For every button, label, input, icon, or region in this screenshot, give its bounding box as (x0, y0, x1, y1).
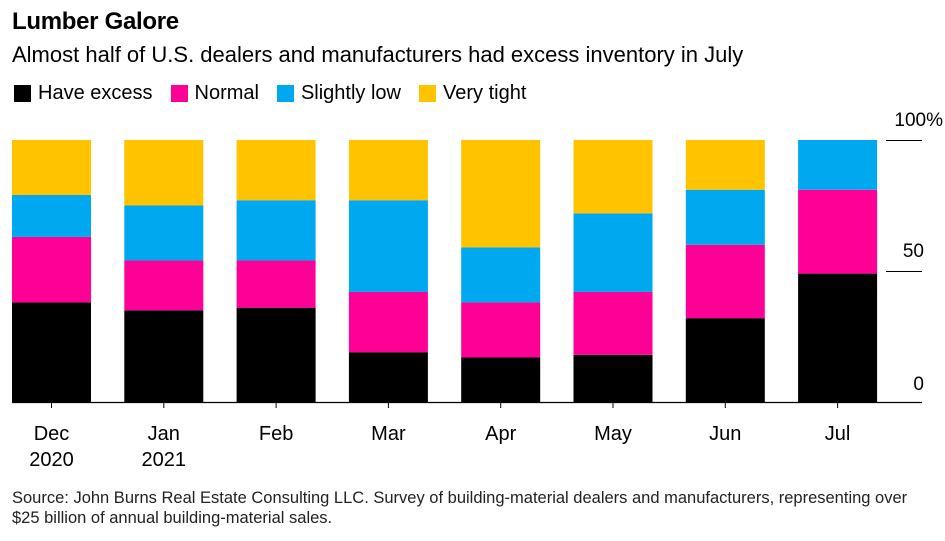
x-tick-label: Apr (485, 423, 516, 445)
bar-segment-very-tight (124, 140, 204, 206)
bar-segment-very-tight (12, 140, 91, 196)
x-tick-label: Dec (34, 423, 70, 445)
bar-segment-slightly-low (573, 213, 653, 292)
x-tick-label: Mar (371, 423, 406, 445)
bar-segment-slightly-low (461, 247, 541, 303)
bar-segment-very-tight (685, 140, 765, 190)
bar-segment-normal (573, 291, 653, 355)
x-tick-label: 2020 (29, 449, 74, 471)
source-note: Source: John Burns Real Estate Consultin… (12, 489, 908, 527)
legend-swatch (170, 85, 188, 102)
bar-segment-have-excess (236, 307, 316, 402)
legend: Have excess Normal Slightly low Very tig… (14, 82, 544, 105)
bar-segment-very-tight (236, 140, 316, 201)
bar-segment-normal (236, 260, 316, 308)
y-tick-label: 100% (894, 110, 943, 131)
legend-item-have-excess: Have excess (14, 82, 153, 105)
bar-segment-very-tight (573, 140, 653, 214)
legend-item-very-tight: Very tight (419, 82, 526, 105)
bar-segment-have-excess (348, 352, 428, 402)
bar-segment-slightly-low (685, 189, 765, 245)
legend-item-normal: Normal (170, 82, 259, 105)
x-tick-label: Jul (825, 423, 851, 445)
bar-segment-slightly-low (798, 140, 878, 190)
bar-segment-have-excess (798, 273, 878, 402)
legend-label: Normal (194, 82, 259, 104)
bar-segment-normal (798, 189, 878, 274)
bar-segment-have-excess (685, 318, 765, 402)
legend-swatch (276, 85, 294, 102)
legend-label: Have excess (38, 82, 153, 104)
bar-segment-slightly-low (12, 195, 91, 237)
legend-swatch (419, 85, 436, 102)
bar-segment-have-excess (573, 354, 653, 402)
bar-segment-normal (124, 260, 204, 311)
x-tick-label: Jan (148, 423, 180, 445)
x-tick-label: Jun (709, 423, 741, 445)
bar-segment-slightly-low (348, 200, 428, 292)
bar-segment-have-excess (12, 302, 91, 402)
y-tick-label: 50 (903, 241, 924, 262)
x-tick-label: 2021 (142, 449, 187, 471)
bar-segment-slightly-low (236, 200, 316, 261)
bar-segment-normal (461, 302, 541, 358)
legend-label: Very tight (443, 82, 527, 104)
x-tick-label: Feb (259, 423, 293, 445)
bar-segment-normal (12, 236, 91, 303)
bar-segment-have-excess (124, 310, 204, 402)
legend-swatch (14, 85, 31, 102)
bar-segment-normal (348, 291, 428, 353)
legend-label: Slightly low (300, 82, 401, 104)
bar-segment-normal (685, 244, 765, 319)
bar-segment-slightly-low (124, 205, 204, 261)
bar-segment-very-tight (348, 140, 428, 201)
bar-segment-very-tight (461, 140, 541, 248)
chart-title: Lumber Galore (12, 8, 179, 35)
bar-segment-have-excess (461, 357, 541, 402)
x-tick-label: May (594, 423, 632, 445)
chart-subtitle: Almost half of U.S. dealers and manufact… (12, 42, 744, 67)
legend-item-slightly-low: Slightly low (276, 82, 401, 105)
y-tick-label: 0 (913, 374, 924, 395)
